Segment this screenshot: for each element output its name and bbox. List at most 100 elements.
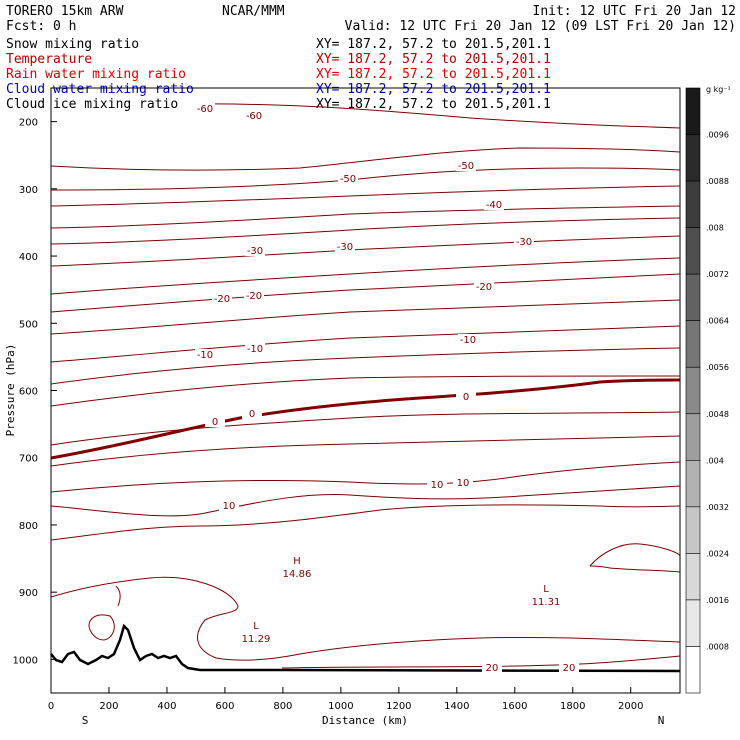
extremum-value: 11.31 (532, 597, 561, 608)
x-axis-label: Distance (km) (322, 714, 408, 727)
extremum-value: 11.29 (242, 634, 271, 645)
x-tick-label: 2000 (618, 701, 643, 712)
contour-label: -60 (246, 111, 262, 122)
colorbar-segment (685, 320, 701, 368)
extremum-value: 14.86 (283, 569, 312, 580)
contour-label: -40 (486, 200, 502, 211)
center-title: NCAR/MMM (222, 4, 285, 19)
contour-label-bg (559, 662, 579, 673)
contour-line (50, 461, 681, 493)
colorbar-label: .0088 (706, 177, 729, 186)
contour-line (50, 257, 681, 295)
colorbar-label: .0056 (706, 363, 729, 372)
contour-line (50, 217, 681, 245)
colorbar-segment (685, 366, 701, 415)
x-tick-label: 200 (99, 701, 118, 712)
extremum-kind: L (253, 621, 259, 632)
contour-label: -20 (476, 282, 492, 293)
contour-line (589, 543, 681, 573)
colorbar-segment (685, 180, 701, 228)
contour-label-bg (474, 281, 494, 292)
field-name: Rain water mixing ratio (6, 67, 186, 82)
extremum-kind: L (543, 584, 549, 595)
contour-label-bg (244, 290, 264, 301)
colorbar-segment (685, 553, 701, 601)
y-tick-label: 1000 (13, 655, 38, 666)
extrema-group: H 14.86 L 11.29 L 11.31 (242, 556, 561, 645)
x-tick-label: 600 (215, 701, 234, 712)
model-title: TORERO 15km ARW (6, 4, 124, 19)
contour-label: 10 (431, 480, 444, 491)
colorbar: .0096 .0088 .008 .0072 .0064 .0056 .0048 .004 .0… (685, 87, 729, 694)
x-tick-label: 800 (273, 701, 292, 712)
y-tick-label: 300 (19, 185, 38, 196)
contour-label: -10 (247, 344, 263, 355)
contour-line (50, 185, 681, 207)
y-tick-label: 200 (19, 118, 38, 129)
contour-label: -10 (197, 350, 213, 361)
contour-label: -20 (214, 294, 230, 305)
x-tick-label: 400 (157, 701, 176, 712)
contour-label-bg (453, 477, 473, 488)
colorbar-label: .0016 (706, 596, 729, 605)
contour-label: 10 (457, 478, 470, 489)
contour-label-bg (338, 173, 358, 184)
endpoint-south: S (82, 714, 89, 727)
contour-label: 0 (249, 409, 255, 420)
terrain-line (50, 623, 681, 673)
contour-line (50, 485, 681, 517)
contour-label-bg (245, 343, 265, 354)
x-tick-label: 1400 (444, 701, 469, 712)
colorbar-segment (685, 273, 701, 321)
contour-label: 0 (463, 392, 469, 403)
contour-label-bg (335, 241, 355, 252)
contour-line (50, 299, 681, 335)
temperature-contours (50, 103, 681, 669)
colorbar-segment (685, 599, 701, 647)
forecast-hour: Fcst: 0 h (6, 19, 76, 34)
contour-line (50, 147, 681, 171)
colorbar-label: .004 (706, 456, 724, 465)
contour-label-bg (242, 408, 262, 419)
y-tick-label: 600 (19, 387, 38, 398)
x-tick-label: 1600 (502, 701, 527, 712)
contour-label-bg (195, 349, 215, 360)
contour-line (115, 585, 121, 607)
y-tick-label: 900 (19, 588, 38, 599)
contour-label-bg (205, 416, 225, 427)
contour-label-bg (245, 245, 265, 256)
field-xy-range: XY= 187.2, 57.2 to 201.5,201.1 (316, 67, 551, 82)
colorbar-label: .008 (706, 224, 724, 233)
colorbar-segment (685, 506, 701, 554)
colorbar-label: .0048 (706, 410, 729, 419)
endpoint-north: N (658, 714, 665, 727)
contour-line (50, 205, 681, 229)
contour-line (50, 347, 681, 385)
y-tick-label: 500 (19, 319, 38, 330)
x-tick-label: 1800 (560, 701, 585, 712)
contour-line (50, 167, 681, 191)
contour-line (281, 655, 681, 669)
field-xy-range: XY= 187.2, 57.2 to 201.5,201.1 (316, 97, 551, 112)
x-tick-label: 0 (48, 701, 54, 712)
contour-label-bg (195, 103, 215, 114)
contour-label: -50 (340, 174, 356, 185)
x-tick-label: 1200 (386, 701, 411, 712)
colorbar-label: .0024 (706, 549, 729, 558)
contour-label: -60 (197, 104, 213, 115)
colorbar-segment (685, 227, 701, 275)
colorbar-unit: g kg⁻¹ (706, 85, 731, 94)
contour-label: -30 (337, 242, 353, 253)
contour-line (50, 504, 681, 541)
field-name: Temperature (6, 52, 92, 67)
field-legend: Snow mixing ratio XY= 187.2, 57.2 to 201.… (6, 37, 551, 112)
field-name: Cloud water mixing ratio (6, 82, 194, 97)
colorbar-segment (685, 460, 701, 508)
field-xy-range: XY= 187.2, 57.2 to 201.5,201.1 (316, 82, 551, 97)
contour-line (50, 325, 681, 363)
contour-label: -30 (247, 246, 263, 257)
colorbar-label: .0032 (706, 503, 729, 512)
contour-label-bg (219, 500, 239, 511)
axes: 0 200 400 600 800 1000 1200 1400 1600 1800 2000200… (13, 118, 644, 712)
colorbar-label: .0096 (706, 131, 729, 140)
